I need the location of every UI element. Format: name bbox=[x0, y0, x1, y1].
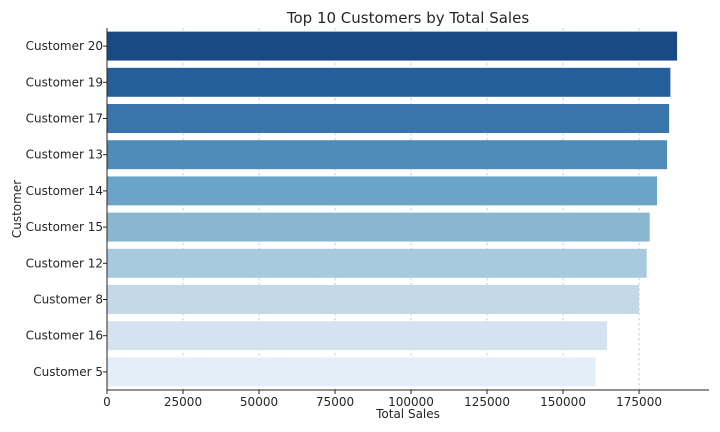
bar bbox=[107, 357, 596, 387]
y-tick-label: Customer 17 bbox=[26, 112, 103, 126]
y-tick-label: Customer 13 bbox=[26, 148, 103, 162]
x-tick-label: 150000 bbox=[540, 395, 586, 409]
bars bbox=[107, 31, 678, 387]
y-tick-label: Customer 15 bbox=[26, 220, 103, 234]
x-tick-label: 125000 bbox=[464, 395, 510, 409]
bar bbox=[107, 67, 671, 97]
y-tick-label: Customer 20 bbox=[26, 39, 103, 53]
y-tick-label: Customer 16 bbox=[26, 329, 103, 343]
bar bbox=[107, 104, 670, 133]
y-tick-label: Customer 5 bbox=[33, 365, 103, 379]
y-tick-label: Customer 19 bbox=[26, 75, 103, 89]
bar bbox=[107, 31, 678, 61]
bar bbox=[107, 321, 608, 351]
bar bbox=[107, 285, 640, 314]
y-tick-label: Customer 8 bbox=[33, 293, 103, 307]
bar bbox=[107, 140, 668, 170]
x-tick-label: 50000 bbox=[240, 395, 278, 409]
x-tick-label: 100000 bbox=[388, 395, 434, 409]
x-axis-label: Total Sales bbox=[375, 407, 440, 421]
x-ticks: 0 25000 50000 75000 100000 125000 150000 175000 bbox=[103, 390, 662, 409]
bar bbox=[107, 248, 647, 278]
x-tick-label: 75000 bbox=[316, 395, 354, 409]
y-tick-label: Customer 12 bbox=[26, 256, 103, 270]
x-tick-label: 0 bbox=[103, 395, 111, 409]
chart-title: Top 10 Customers by Total Sales bbox=[286, 9, 529, 27]
y-tick-label: Customer 14 bbox=[26, 184, 103, 198]
bar bbox=[107, 212, 650, 242]
x-tick-label: 175000 bbox=[616, 395, 662, 409]
y-tick-labels: Customer 20 Customer 19 Customer 17 Custome… bbox=[26, 39, 107, 379]
y-axis-label: Customer bbox=[10, 180, 24, 238]
bar bbox=[107, 176, 658, 206]
x-tick-label: 25000 bbox=[164, 395, 202, 409]
